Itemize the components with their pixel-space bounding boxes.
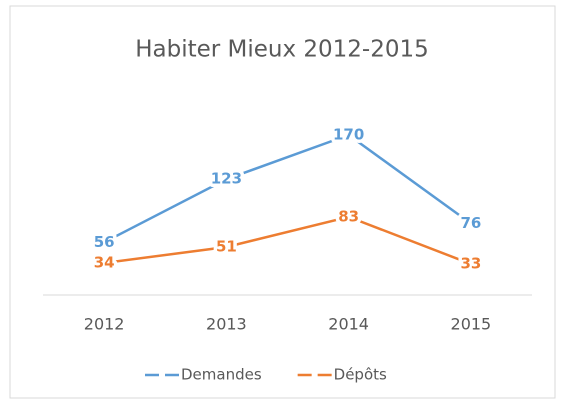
legend-label: Demandes [181,366,262,384]
chart-title: Habiter Mieux 2012-2015 [135,37,429,63]
data-label: 76 [460,214,481,232]
x-tick-label: 2015 [451,315,492,334]
x-tick-label: 2013 [206,315,247,334]
x-tick-label: 2012 [84,315,125,334]
x-tick-label: 2014 [328,315,369,334]
data-label: 33 [460,254,481,272]
series-line [103,215,472,266]
series-line [103,133,472,244]
data-label: 123 [211,170,242,188]
data-label: 83 [338,207,359,225]
data-label: 51 [216,238,237,256]
legend-label: Dépôts [334,366,387,384]
data-label: 34 [94,254,115,272]
data-label: 170 [333,126,364,144]
chart-border [9,5,556,399]
data-label: 56 [94,233,115,251]
